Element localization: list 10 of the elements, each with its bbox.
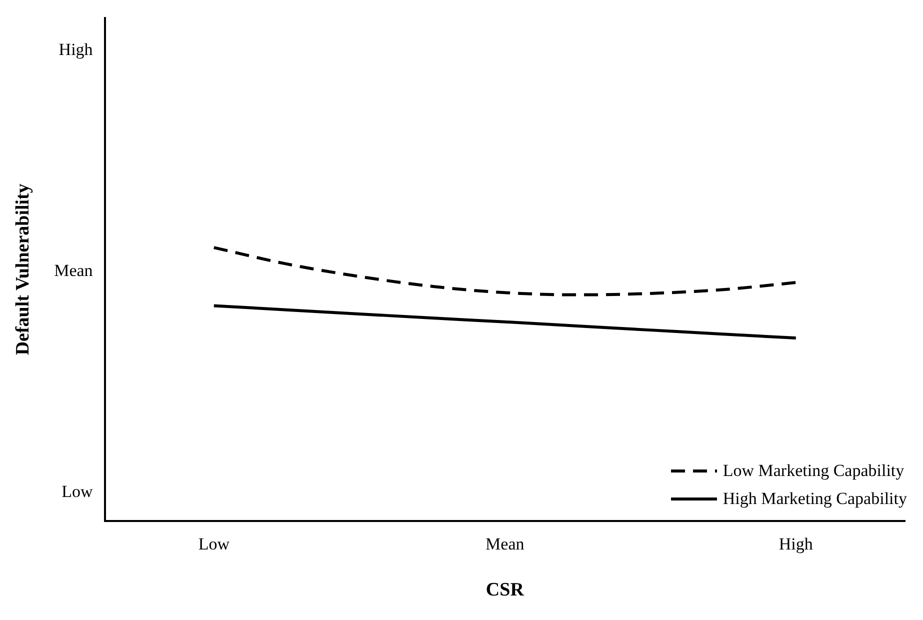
x-tick-label: Mean: [486, 534, 525, 554]
text: High: [58, 40, 94, 60]
text: Mean: [54, 261, 94, 280]
y-axis-title: Default Vulnerability: [12, 183, 34, 356]
x-tick-label: High: [778, 534, 814, 554]
text: Low: [62, 482, 94, 502]
x-axis-title: CSR: [486, 580, 524, 601]
x-tick-label: Low: [198, 534, 230, 554]
legend-label: Low Marketing Capability: [722, 461, 904, 481]
legend-label: High Marketing Capability: [722, 489, 907, 509]
